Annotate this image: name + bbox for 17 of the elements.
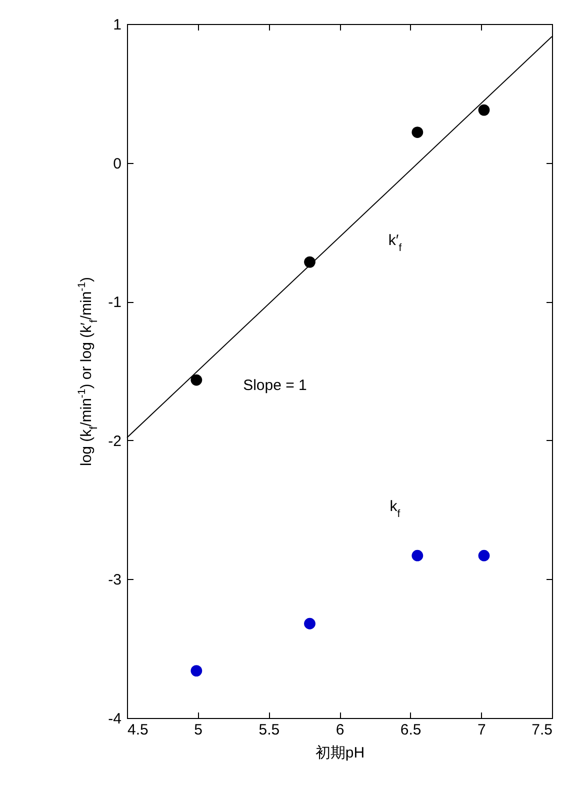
y-tick-label: 1 — [113, 16, 122, 34]
x-tick-label: 7.5 — [532, 722, 552, 738]
x-tick-label: 6.5 — [400, 722, 422, 738]
y-tick-label: -4 — [108, 710, 122, 728]
x-tick-label: 4.5 — [128, 722, 148, 738]
x-tick-label: 5.5 — [258, 722, 280, 738]
annotation: k′$_{f}$ — [388, 232, 402, 254]
x-axis-title: 初期pH — [315, 744, 365, 762]
y-tick-label: -3 — [108, 572, 122, 589]
y-tick-label: 0 — [113, 155, 122, 172]
y-tick-label: -1 — [108, 294, 122, 312]
x-tick-label: 7 — [477, 722, 486, 738]
x-tick-label: 5 — [194, 722, 203, 738]
annotation: Slope = 1 — [243, 377, 307, 394]
y-tick-label: -2 — [108, 432, 122, 450]
annotation: k$_{f}$ — [390, 498, 400, 520]
x-tick-label: 6 — [336, 722, 344, 738]
